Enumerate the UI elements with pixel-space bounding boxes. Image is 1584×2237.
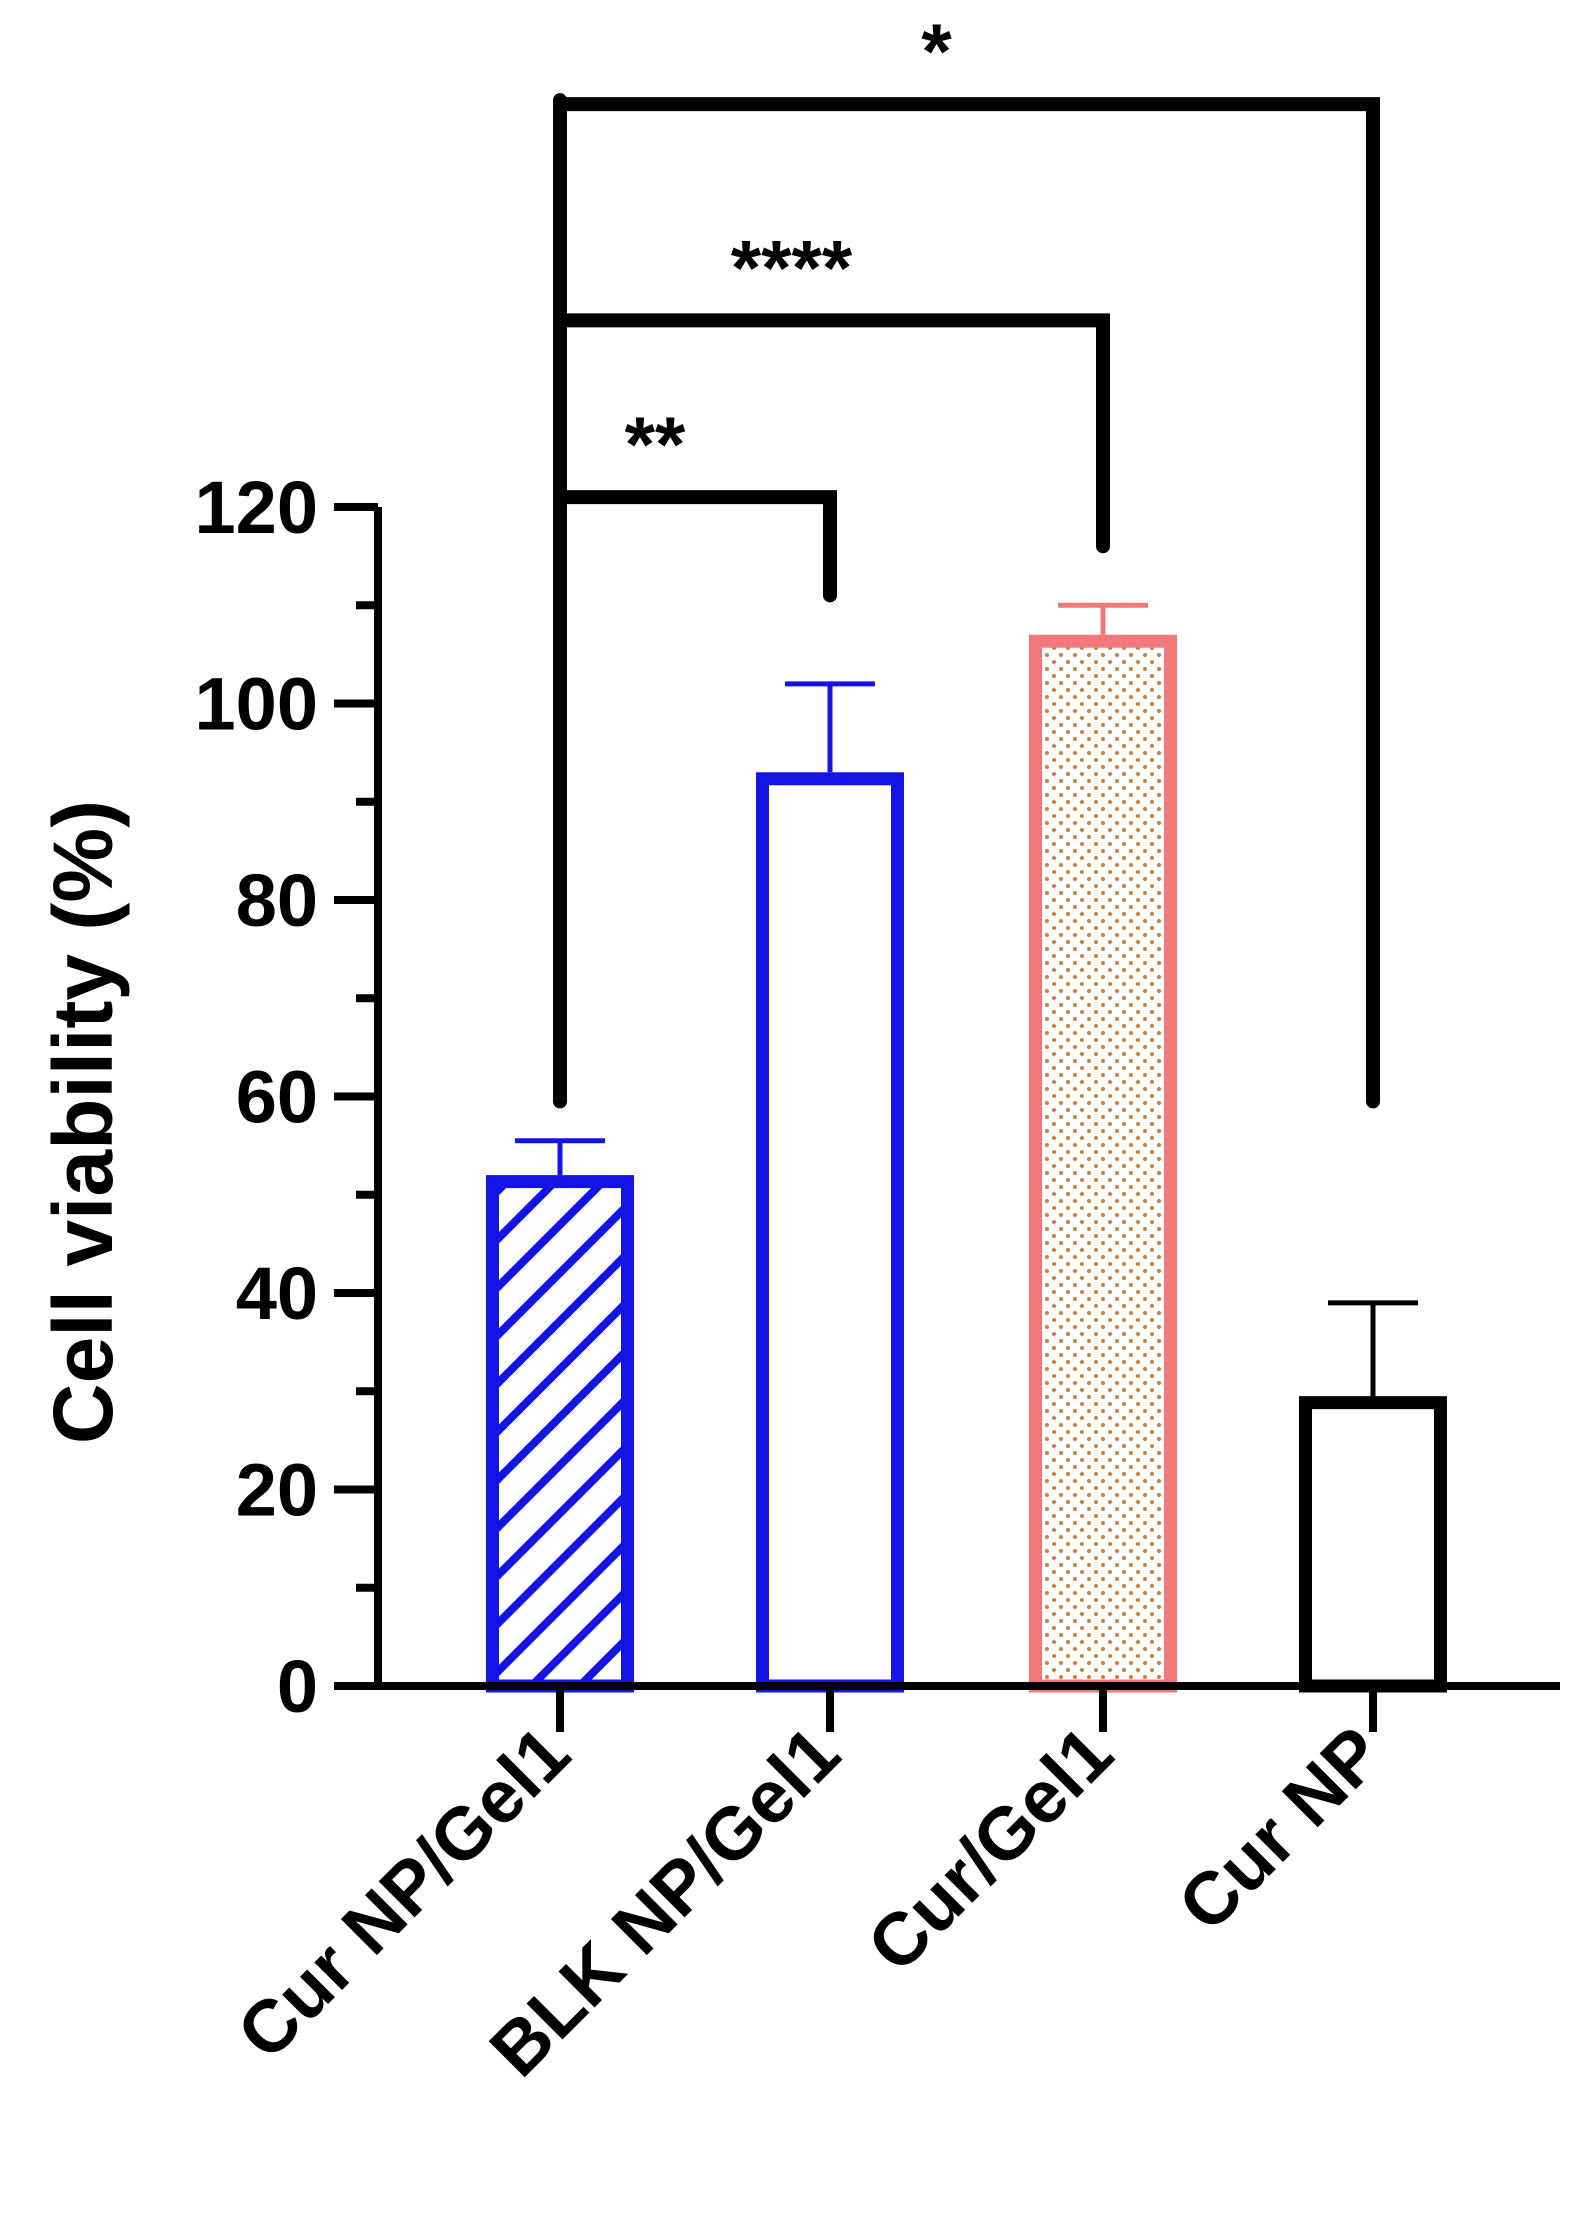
bar-0 xyxy=(486,1175,634,1693)
significance-bracket-2 xyxy=(553,97,1380,1109)
y-tick-label: 100 xyxy=(195,663,318,746)
bar-3 xyxy=(1299,1396,1447,1693)
significance-label-2: * xyxy=(921,7,952,95)
y-tick-label: 20 xyxy=(236,1449,318,1532)
significance-label-1: **** xyxy=(731,223,853,311)
x-category-label: Cur NP xyxy=(1162,1711,1398,1947)
significance-bracket-0 xyxy=(553,490,837,603)
y-tick-label: 80 xyxy=(236,859,318,942)
significance-label-0: ** xyxy=(625,400,686,488)
y-tick-label: 60 xyxy=(236,1056,318,1139)
y-tick-label: 40 xyxy=(236,1252,318,1335)
bar-2 xyxy=(1029,634,1177,1693)
bar-1 xyxy=(756,772,904,1693)
y-tick-label: 120 xyxy=(195,466,318,549)
y-axis-title: Cell viability (%) xyxy=(36,800,130,1444)
significance-bracket-1 xyxy=(553,313,1110,554)
x-category-label: Cur/Gel1 xyxy=(852,1711,1129,1988)
y-tick-label: 0 xyxy=(277,1645,318,1728)
